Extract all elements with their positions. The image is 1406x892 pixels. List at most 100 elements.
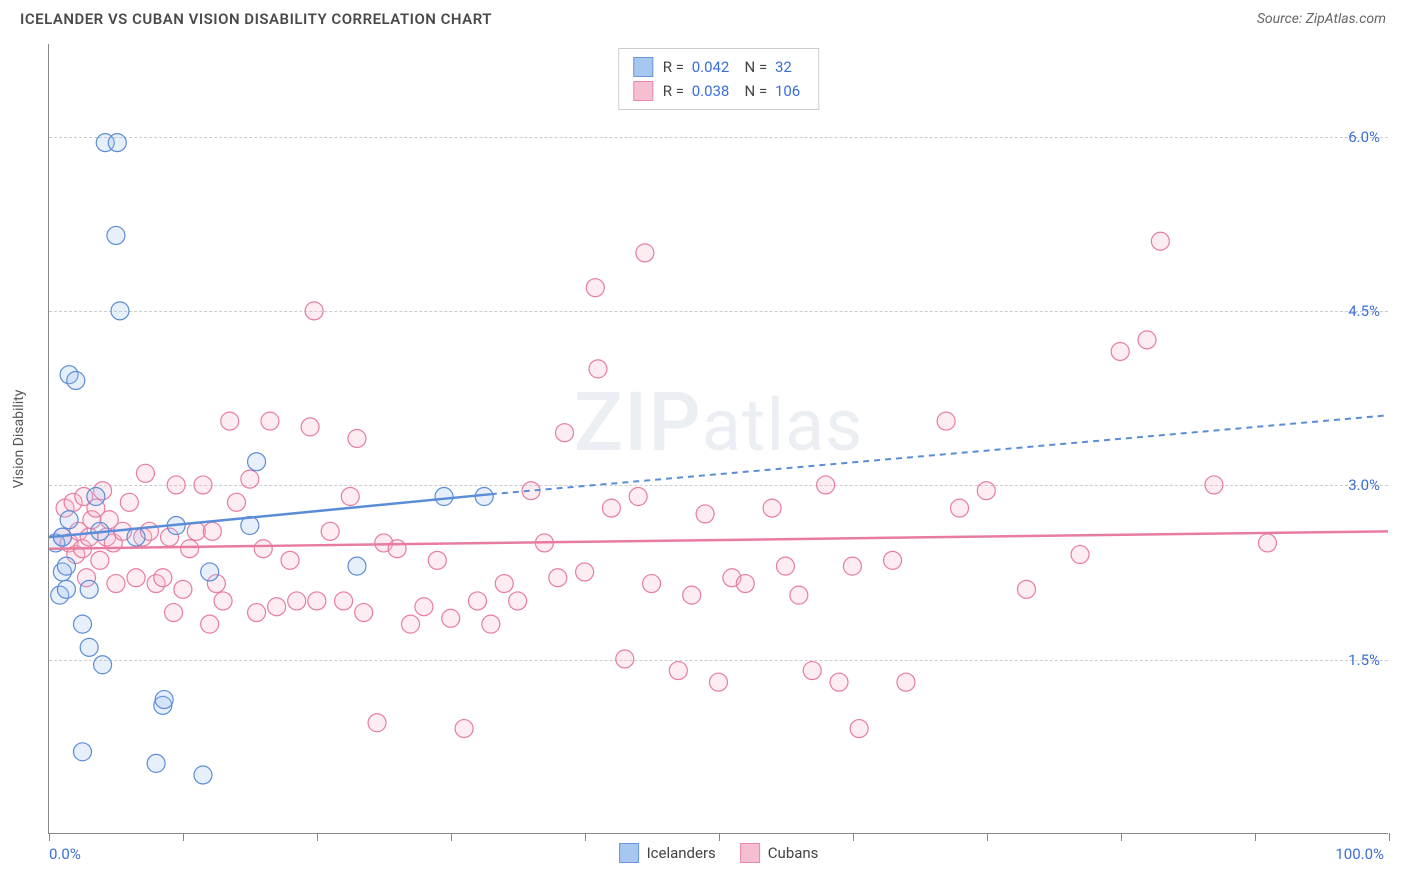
scatter-point xyxy=(977,482,995,500)
x-axis-max-label: 100.0% xyxy=(1335,845,1384,863)
scatter-point xyxy=(616,650,634,668)
legend-label-icelanders: Icelanders xyxy=(647,844,716,862)
scatter-point xyxy=(241,470,259,488)
scatter-point xyxy=(308,592,326,610)
scatter-point xyxy=(57,557,75,575)
scatter-point xyxy=(643,575,661,593)
scatter-point xyxy=(1111,342,1129,360)
scatter-point xyxy=(155,691,173,709)
scatter-point xyxy=(107,575,125,593)
scatter-point xyxy=(776,557,794,575)
scatter-point xyxy=(165,604,183,622)
scatter-point xyxy=(509,592,527,610)
scatter-point xyxy=(107,226,125,244)
x-axis-min-label: 0.0% xyxy=(49,845,81,863)
scatter-point xyxy=(576,563,594,581)
scatter-point xyxy=(736,575,754,593)
scatter-point xyxy=(683,586,701,604)
scatter-point xyxy=(214,592,232,610)
scatter-point xyxy=(248,604,266,622)
scatter-point xyxy=(57,580,75,598)
scatter-point xyxy=(586,279,604,297)
scatter-point xyxy=(181,540,199,558)
legend-swatch-cubans xyxy=(740,843,760,863)
scatter-point xyxy=(442,609,460,627)
scatter-point xyxy=(817,476,835,494)
scatter-plot-svg xyxy=(49,44,1388,833)
scatter-point xyxy=(201,615,219,633)
scatter-point xyxy=(254,540,272,558)
scatter-point xyxy=(710,673,728,691)
scatter-point xyxy=(850,720,868,738)
scatter-point xyxy=(67,371,85,389)
legend-swatch-icelanders xyxy=(619,843,639,863)
chart-title: ICELANDER VS CUBAN VISION DISABILITY COR… xyxy=(20,10,492,28)
scatter-point xyxy=(321,522,339,540)
scatter-point xyxy=(194,766,212,784)
scatter-point xyxy=(428,551,446,569)
scatter-point xyxy=(73,743,91,761)
scatter-point xyxy=(147,754,165,772)
scatter-point xyxy=(187,522,205,540)
chart-plot-area: Vision Disability 1.5%3.0%4.5%6.0% ZIPat… xyxy=(48,44,1388,834)
scatter-point xyxy=(1258,534,1276,552)
scatter-point xyxy=(884,551,902,569)
scatter-point xyxy=(341,488,359,506)
scatter-point xyxy=(248,453,266,471)
scatter-point xyxy=(174,580,192,598)
scatter-point xyxy=(111,302,129,320)
scatter-point xyxy=(602,499,620,517)
scatter-point xyxy=(1017,580,1035,598)
scatter-point xyxy=(227,493,245,511)
legend-label-cubans: Cubans xyxy=(768,844,819,862)
y-axis-title: Vision Disability xyxy=(11,389,27,488)
scatter-point xyxy=(415,598,433,616)
scatter-point xyxy=(301,418,319,436)
series-legend: Icelanders Cubans xyxy=(619,843,819,863)
scatter-point xyxy=(435,488,453,506)
scatter-point xyxy=(154,569,172,587)
scatter-point xyxy=(108,134,126,152)
scatter-point xyxy=(80,638,98,656)
scatter-point xyxy=(1151,232,1169,250)
scatter-point xyxy=(91,551,109,569)
scatter-point xyxy=(268,598,286,616)
scatter-point xyxy=(629,488,647,506)
scatter-point xyxy=(790,586,808,604)
scatter-point xyxy=(402,615,420,633)
scatter-point xyxy=(261,412,279,430)
scatter-point xyxy=(305,302,323,320)
scatter-point xyxy=(281,551,299,569)
scatter-point xyxy=(556,424,574,442)
scatter-point xyxy=(843,557,861,575)
scatter-point xyxy=(136,464,154,482)
scatter-point xyxy=(763,499,781,517)
scatter-point xyxy=(348,557,366,575)
scatter-point xyxy=(937,412,955,430)
scatter-point xyxy=(348,430,366,448)
scatter-point xyxy=(636,244,654,262)
scatter-point xyxy=(94,656,112,674)
scatter-point xyxy=(201,563,219,581)
scatter-point xyxy=(1071,546,1089,564)
scatter-point xyxy=(127,528,145,546)
scatter-point xyxy=(803,662,821,680)
scatter-point xyxy=(669,662,687,680)
scatter-point xyxy=(1205,476,1223,494)
scatter-point xyxy=(1138,331,1156,349)
scatter-point xyxy=(73,615,91,633)
scatter-point xyxy=(696,505,714,523)
scatter-point xyxy=(221,412,239,430)
scatter-point xyxy=(80,580,98,598)
source-label: Source: ZipAtlas.com xyxy=(1257,11,1386,27)
scatter-point xyxy=(482,615,500,633)
scatter-point xyxy=(335,592,353,610)
scatter-point xyxy=(455,720,473,738)
scatter-point xyxy=(468,592,486,610)
scatter-point xyxy=(549,569,567,587)
scatter-point xyxy=(120,493,138,511)
scatter-point xyxy=(60,511,78,529)
scatter-point xyxy=(127,569,145,587)
scatter-point xyxy=(355,604,373,622)
correlation-legend: R = 0.042 N = 32 R = 0.038 N = 106 xyxy=(618,48,819,110)
